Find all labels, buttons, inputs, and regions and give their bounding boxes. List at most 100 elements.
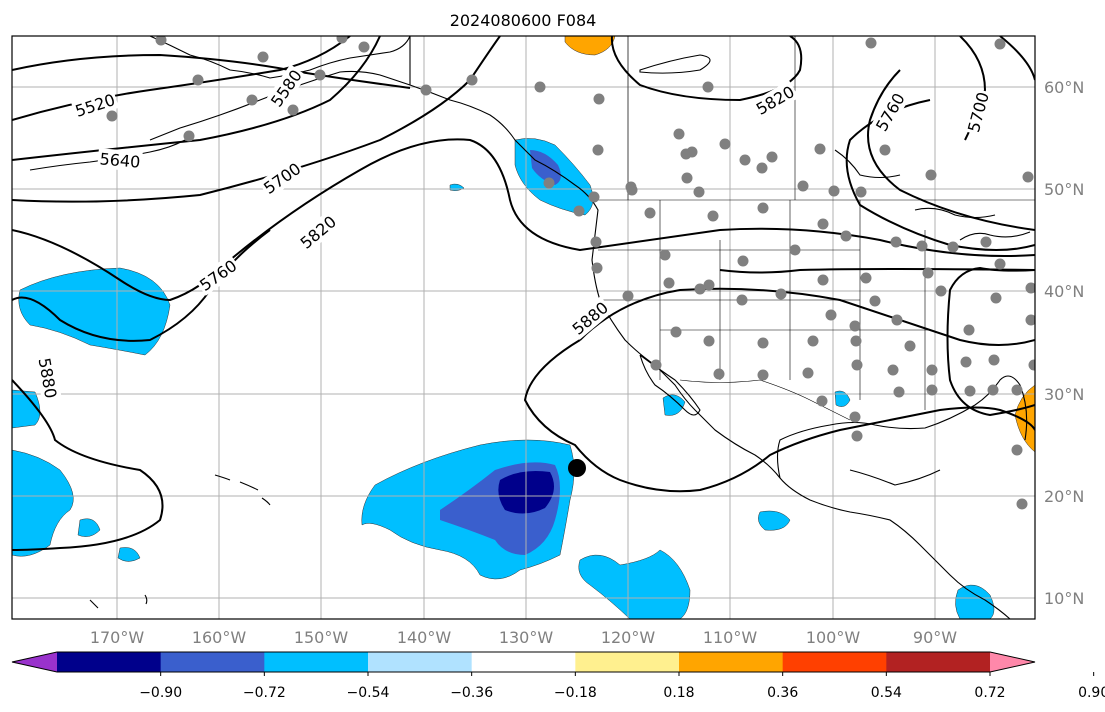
station-marker: [420, 84, 432, 96]
longitude-labels: 170°W 160°W 150°W 140°W 130°W 120°W 110°W 100°W…: [90, 628, 957, 647]
station-marker: [466, 74, 478, 86]
contour-label-bg: [34, 354, 62, 402]
colorbar-segment: [264, 652, 369, 672]
colorbar-segment: [782, 652, 887, 672]
station-marker: [106, 110, 118, 122]
point-marker: [568, 459, 586, 477]
latitude-label: 20°N: [1044, 487, 1084, 506]
colorbar-tick-label: −0.90: [139, 685, 182, 701]
station-marker: [1028, 359, 1035, 371]
colorbar-extend-right: [990, 652, 1035, 672]
station-marker: [680, 148, 692, 160]
longitude-label: 170°W: [90, 628, 145, 647]
station-marker: [817, 274, 829, 286]
anomaly-area: [662, 394, 686, 416]
station-marker: [775, 288, 787, 300]
station-markers: [106, 36, 1035, 510]
station-marker: [702, 81, 714, 93]
contour-label-bg: [97, 148, 143, 172]
station-marker: [960, 356, 972, 368]
station-marker: [851, 430, 863, 442]
station-marker: [840, 230, 852, 242]
contour-label-bg: [962, 88, 994, 136]
colorbar-segment: [886, 652, 991, 672]
station-marker: [719, 138, 731, 150]
colorbar-tick-label: 0.54: [871, 685, 902, 701]
anomaly-area: [530, 150, 561, 185]
anomaly-area: [12, 449, 74, 557]
station-marker: [1011, 444, 1023, 456]
station-marker: [980, 236, 992, 248]
station-marker: [663, 277, 675, 289]
longitude-label: 120°W: [601, 628, 656, 647]
station-marker: [887, 364, 899, 376]
station-marker: [757, 337, 769, 349]
station-marker: [865, 37, 877, 49]
station-marker: [925, 169, 937, 181]
station-marker: [766, 151, 778, 163]
station-marker: [964, 385, 976, 397]
colorbar-segment: [368, 652, 473, 672]
anomaly-area: [564, 36, 616, 56]
station-marker: [183, 130, 195, 142]
colorbar-tick-label: −0.18: [554, 685, 597, 701]
contour-label-bg: [750, 80, 800, 120]
station-marker: [155, 36, 167, 46]
map-title: 2024080600 F084: [450, 11, 597, 30]
longitude-label: 130°W: [499, 628, 554, 647]
station-marker: [314, 69, 326, 81]
colorbar-extend-left: [12, 652, 57, 672]
station-marker: [988, 354, 1000, 366]
anomaly-area: [117, 547, 141, 562]
station-marker: [1025, 314, 1035, 326]
station-marker: [916, 240, 928, 252]
station-marker: [713, 368, 725, 380]
station-marker: [622, 290, 634, 302]
colorbar-segment: [575, 652, 680, 672]
station-marker: [1025, 282, 1035, 294]
station-marker: [825, 309, 837, 321]
anomaly-area: [77, 518, 101, 537]
contour-label-bg: [294, 210, 342, 254]
colorbar-tick-label: 0.18: [663, 685, 694, 701]
station-marker: [926, 364, 938, 376]
station-marker: [650, 359, 662, 371]
station-marker: [673, 128, 685, 140]
colorbar-tick-label: 0.36: [767, 685, 798, 701]
latitude-label: 60°N: [1044, 78, 1084, 97]
colorbar-segment: [679, 652, 784, 672]
station-marker: [756, 162, 768, 174]
station-marker: [802, 367, 814, 379]
contour-label-bg: [566, 296, 614, 340]
station-marker: [860, 272, 872, 284]
station-marker: [987, 384, 999, 396]
station-marker: [994, 258, 1006, 270]
station-marker: [757, 369, 769, 381]
longitude-label: 100°W: [806, 628, 861, 647]
station-marker: [935, 285, 947, 297]
longitude-label: 150°W: [294, 628, 349, 647]
station-marker: [588, 191, 600, 203]
longitude-label: 90°W: [913, 628, 957, 647]
contour-label-bg: [258, 157, 306, 199]
station-marker: [963, 324, 975, 336]
station-marker: [543, 177, 555, 189]
longitude-label: 160°W: [192, 628, 247, 647]
political-borders: [598, 36, 1035, 421]
contour-label-bg: [194, 254, 242, 296]
station-marker: [534, 81, 546, 93]
station-marker: [850, 335, 862, 347]
station-marker: [707, 210, 719, 222]
station-marker: [851, 359, 863, 371]
latitude-label: 40°N: [1044, 282, 1084, 301]
station-marker: [1016, 498, 1028, 510]
anomaly-area: [955, 584, 995, 619]
station-marker: [849, 320, 861, 332]
latitude-labels: 60°N 50°N 40°N 30°N 20°N 10°N: [1044, 78, 1084, 608]
station-marker: [789, 244, 801, 256]
colorbar-tick-label: −0.72: [243, 685, 286, 701]
station-marker: [1022, 171, 1034, 183]
station-marker: [670, 326, 682, 338]
station-marker: [573, 205, 585, 217]
